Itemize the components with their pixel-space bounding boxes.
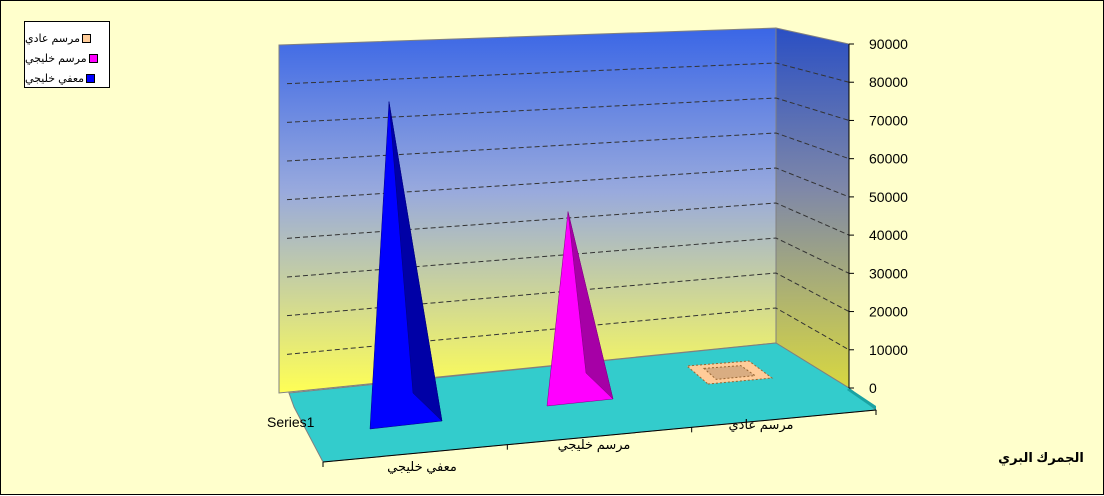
y-tick-label: 50000: [869, 189, 908, 205]
gridline: [286, 167, 850, 201]
x-axis-title: الجمرك البري: [998, 450, 1084, 465]
pyramid-bar-side: [388, 101, 443, 422]
pyramid-bar-top: [702, 365, 757, 380]
legend-swatch: [86, 73, 96, 83]
axis-labels: 90000 80000 70000 60000 50000 40000 30000 20000…: [387, 36, 908, 474]
legend: مرسم عادي مرسم خليجي معفي خليجي: [24, 21, 110, 88]
category-label: مرسم خليجي: [558, 437, 631, 453]
y-tick-label: 80000: [869, 74, 908, 90]
y-tick-label: 30000: [869, 265, 908, 281]
y-tick-label: 0: [869, 380, 877, 396]
legend-label: مرسم خليجي: [25, 52, 87, 65]
x-axis-line: [322, 409, 877, 463]
pyramid-bar-side: [567, 211, 614, 400]
legend-item: مرسم خليجي: [25, 48, 105, 68]
legend-swatch: [88, 53, 98, 63]
gridline: [286, 97, 850, 123]
category-label: مرسم عادي: [729, 417, 794, 433]
legend-item: معفي خليجي: [25, 68, 105, 88]
y-tick-label: 60000: [869, 151, 908, 167]
gridline: [286, 202, 850, 239]
gridline: [286, 62, 850, 85]
pyramid-bars: [369, 101, 774, 430]
series-axis-label: Series1: [267, 414, 315, 430]
back-wall: [278, 27, 777, 394]
y-tick-label: 10000: [869, 342, 908, 358]
y-tick-label: 70000: [869, 112, 908, 128]
gridline: [286, 272, 850, 317]
gridline: [286, 132, 850, 162]
floor-edge: [847, 388, 876, 410]
legend-label: مرسم عادي: [25, 32, 80, 45]
legend-item: مرسم عادي: [25, 28, 105, 48]
gridline: [286, 237, 850, 278]
gridlines: [286, 62, 850, 355]
axes: [322, 43, 877, 467]
gridline: [286, 307, 850, 355]
legend-swatch: [81, 33, 91, 43]
y-tick-label: 90000: [869, 36, 908, 52]
legend-label: معفي خليجي: [25, 72, 85, 85]
category-label: معفي خليجي: [387, 459, 457, 474]
side-wall: [775, 27, 850, 389]
y-tick-label: 40000: [869, 227, 908, 243]
y-tick-label: 20000: [869, 304, 908, 320]
